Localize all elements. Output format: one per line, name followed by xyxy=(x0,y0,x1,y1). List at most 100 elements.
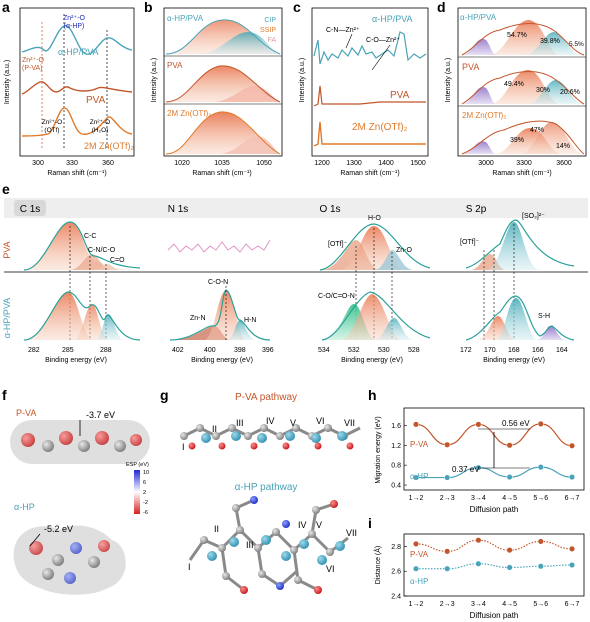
i-series-1-point-1 xyxy=(444,565,451,572)
e-n1s-ann-znn: Zn-N xyxy=(190,315,206,322)
panel-a-tick-3: 360 xyxy=(102,160,114,167)
h-series-0-point-3 xyxy=(506,442,513,449)
panel-g-top-r4: IV xyxy=(266,416,275,426)
panel-c-frame xyxy=(311,7,429,157)
panel-f-bottom-atoms xyxy=(29,540,110,584)
panel-b-frame xyxy=(163,7,283,157)
panel-d-label-3: 2M Zn(OTf)₂ xyxy=(462,111,506,120)
e-s2p-ann-so3: [SO₃]²⁻ xyxy=(522,213,545,220)
panel-g-bot-r2: II xyxy=(214,524,219,534)
panel-c-tick-2: 1300 xyxy=(346,160,362,167)
e-c-tick-3: 288 xyxy=(100,347,112,354)
panel-g-bot-r4: IV xyxy=(298,520,307,530)
panel-a: a Intensity (a.u.) Zn²⁺-O (α-HP) Zn²⁺-O … xyxy=(2,0,134,177)
panel-c-label-pva: PVA xyxy=(390,90,410,101)
panel-a-ann-ahp: Zn²⁺-O xyxy=(63,15,86,22)
e-s2p-ann-sh: S-H xyxy=(538,313,550,320)
panel-h: h Migration energy (eV) 1.6 1.2 0.8 0.4 1→2… xyxy=(368,387,585,514)
panel-f-scale-tick-4: -2 xyxy=(143,500,148,506)
panel-b-fit-3 xyxy=(165,111,281,155)
panel-f-scale-tick-5: -6 xyxy=(143,510,148,516)
panel-f-bottom-arrow xyxy=(29,533,41,547)
panel-a-label-zn: 2M Zn(OTf)₂ xyxy=(84,141,134,151)
e-n1s-ann-con: C-O-N xyxy=(208,279,228,286)
e-c1s-top-fit xyxy=(23,221,141,271)
e-c-xlabel: Binding energy (eV) xyxy=(45,357,107,364)
panel-letter-g: g xyxy=(160,387,169,403)
i-series-1-point-3 xyxy=(506,564,513,571)
panel-d-peak-1c xyxy=(524,32,582,55)
panel-e-header-c-bg xyxy=(14,200,46,216)
panel-f-top-value: -3.7 eV xyxy=(86,410,115,420)
panel-letter-e: e xyxy=(2,181,10,197)
h-xtick-0: 1→2 xyxy=(409,495,424,502)
e-c1s-top-peak-3 xyxy=(94,264,120,270)
h-series-0-point-0 xyxy=(412,421,420,428)
panel-g-top-r3: III xyxy=(236,418,244,428)
panel-i-legend-ahp: α-HP xyxy=(410,577,428,586)
e-o1s-bot-fit xyxy=(321,291,431,341)
i-xtick-4: 5→6 xyxy=(533,601,548,608)
h-series-0-point-5 xyxy=(568,442,576,449)
panel-f-bottom-value: -5.2 eV xyxy=(44,524,73,534)
panel-b-legend-cip: CIP xyxy=(264,17,276,24)
h-series-1-point-1 xyxy=(444,474,451,481)
panel-letter-h: h xyxy=(368,387,377,403)
panel-d-p1-2: 49.4% xyxy=(504,81,524,88)
e-c1s-ann-cc: C-C xyxy=(84,233,96,240)
panel-g: g P-VA pathway xyxy=(160,387,361,594)
h-xtick-5: 6→7 xyxy=(565,495,580,502)
e-s2p-bot-peak-2 xyxy=(496,298,538,340)
panel-h-xlabel: Diffusion path xyxy=(470,505,519,514)
panel-g-top-backbone xyxy=(183,426,361,438)
panel-e-header-s: S 2p xyxy=(466,204,487,215)
panel-a-ann-h2o-2: (H₂O) xyxy=(92,127,109,134)
i-series-1-line xyxy=(416,563,573,570)
e-n1s-top-curve xyxy=(167,239,271,253)
panel-i-frame xyxy=(403,533,585,597)
panel-g-bot-r6: VI xyxy=(326,564,335,574)
panel-i-legend-pva: P-VA xyxy=(410,550,429,559)
panel-b-fit-1 xyxy=(165,19,281,55)
i-series-0-point-4 xyxy=(537,538,544,545)
i-xtick-0: 1→2 xyxy=(409,601,424,608)
e-n-tick-3: 398 xyxy=(234,347,246,354)
panel-b-legend-ssip: SSIP xyxy=(260,27,276,34)
panel-a-label-ahp: α-HP/PVA xyxy=(58,47,99,57)
e-o1s-bot-peak-3 xyxy=(374,318,414,340)
panel-g-top-r7: VII xyxy=(344,418,355,428)
panel-c-arrow-2 xyxy=(371,44,391,71)
panel-g-top-r5: V xyxy=(290,418,296,428)
e-c1s-ann-co: C=O xyxy=(110,257,125,264)
panel-a-ann-h2o: Zn²⁺-O xyxy=(90,119,110,126)
panel-i: i Distance (Å) 2.8 2.6 2.4 1→2 2→3 3→4 4→5 5→6… xyxy=(368,515,585,620)
h-series-1-line xyxy=(416,466,573,479)
panel-a-ann-otf-2: (OTf) xyxy=(44,127,59,134)
panel-a-tick-2: 330 xyxy=(66,160,78,167)
panel-f-scale-tick-2: 6 xyxy=(143,480,146,486)
panel-letter-f: f xyxy=(2,387,7,403)
panel-g-bottom-molecule xyxy=(188,498,349,592)
e-o1s-ann-ho: H-O xyxy=(368,215,381,222)
panel-b-xlabel: Raman shift (cm⁻¹) xyxy=(192,170,251,177)
panel-d-p3-2: 20.6% xyxy=(560,89,580,96)
panel-letter-a: a xyxy=(2,0,10,15)
panel-d-peak-3c xyxy=(520,122,584,154)
panel-c-ann-1: C-N—Zn²⁺ xyxy=(326,27,360,34)
e-s-tick-4: 166 xyxy=(532,347,544,354)
h-xtick-2: 3→4 xyxy=(471,495,486,502)
e-s2p-bot-fit xyxy=(465,295,575,341)
panel-c-label-zn: 2M Zn(OTf)₂ xyxy=(352,122,408,133)
panel-f-scale-tick-1: 10 xyxy=(143,470,149,476)
panel-e-row-ahp: α-HP/PVA xyxy=(2,298,12,339)
i-xtick-2: 3→4 xyxy=(471,601,486,608)
panel-c-xlabel: Raman shift (cm⁻¹) xyxy=(340,170,399,177)
panel-d-tick-1: 3000 xyxy=(478,160,494,167)
e-s-xlabel: Binding energy (eV) xyxy=(483,357,545,364)
e-s-tick-1: 172 xyxy=(460,347,472,354)
panel-f-top-atoms xyxy=(21,431,142,452)
panel-g-top-r1: I xyxy=(182,442,185,452)
panel-c-tick-1: 1200 xyxy=(314,160,330,167)
panel-c-arrow-1 xyxy=(345,33,353,49)
e-n-tick-2: 400 xyxy=(204,347,216,354)
